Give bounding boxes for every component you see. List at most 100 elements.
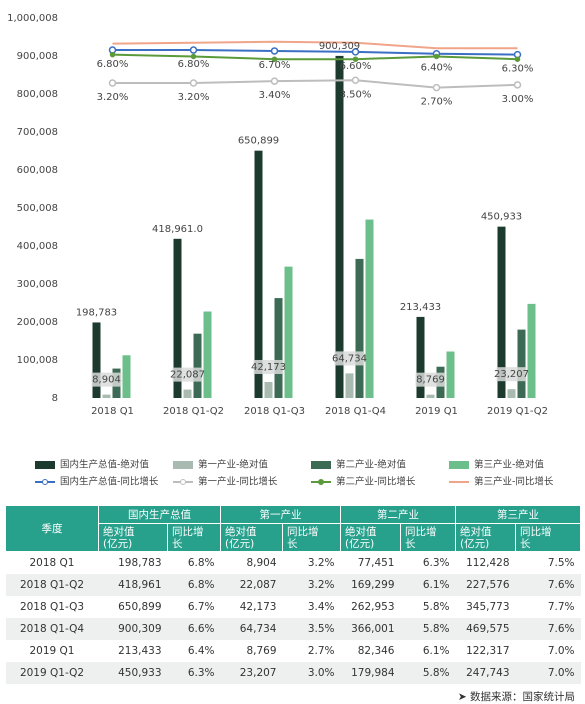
bar — [193, 333, 202, 398]
header-cell: 国内生产总值 — [98, 505, 221, 524]
table-cell: 82,346 — [357, 645, 395, 657]
y-tick-label: 900,008 — [17, 51, 58, 62]
bar — [102, 394, 111, 398]
value-label: 42,173 — [251, 362, 286, 373]
subheader-text: 绝对值(亿元) — [345, 525, 377, 550]
bar — [426, 394, 435, 398]
table-cell: 6.1% — [400, 574, 456, 596]
table-row: 2018 Q1 198,783 6.8% 8,904 3.2% 77,451 6.3% 112… — [6, 552, 581, 575]
subheader-text: 同比增长 — [287, 525, 319, 550]
bar — [254, 150, 263, 398]
table-cell: 6.4% — [187, 645, 215, 657]
header-cell: 第三产业 — [455, 505, 581, 524]
marker — [351, 48, 360, 56]
bar — [203, 311, 212, 398]
table-cell: 5.8% — [400, 662, 456, 684]
subheader-cell: 绝对值(亿元) — [340, 523, 401, 552]
legend-swatch — [449, 461, 469, 469]
table-cell: 5.8% — [422, 601, 450, 613]
table-cell: 7.0% — [515, 662, 581, 684]
marker — [109, 51, 116, 58]
bar — [507, 389, 516, 398]
table-cell: 6.8% — [187, 557, 215, 569]
value-label: 3.20% — [97, 92, 129, 103]
legend-swatch — [35, 461, 55, 469]
y-tick-label: 100,008 — [17, 355, 58, 366]
subheader-cell: 同比增长 — [167, 523, 221, 552]
header-cell: 季度 — [5, 505, 99, 552]
value-label: 650,899 — [238, 136, 279, 147]
table-cell: 900,309 — [98, 618, 168, 640]
x-tick-label: 2018 Q1-Q3 — [244, 406, 305, 417]
table-cell: 6.6% — [167, 618, 221, 640]
table-cell: 450,933 — [98, 662, 168, 684]
arrow-icon: ➤ — [457, 691, 470, 703]
legend-marker — [180, 479, 186, 485]
y-tick-label: 800,008 — [17, 89, 58, 100]
bar — [92, 322, 101, 398]
table-cell: 23,207 — [220, 662, 283, 684]
value-label: 3.50% — [340, 89, 372, 100]
legend-swatch — [173, 461, 193, 469]
source: ➤ 数据来源：国家统计局 — [458, 689, 575, 704]
marker — [432, 83, 441, 92]
table-cell: 247,743 — [455, 662, 516, 684]
bar — [365, 219, 374, 398]
subheader-text: 绝对值(亿元) — [460, 525, 492, 550]
table-cell: 227,576 — [455, 574, 516, 596]
chart: 8 100,008 200,008 300,008 400,008 500,008 600,… — [7, 13, 554, 488]
legend-label: 第二产业-同比增长 — [336, 476, 416, 488]
subheader-text: 同比增长 — [405, 525, 437, 550]
legend-label: 第一产业-同比增长 — [198, 476, 278, 488]
label-box — [334, 351, 365, 366]
table-cell: 3.0% — [282, 662, 341, 684]
table-cell: 7.5% — [547, 557, 575, 569]
legend-label: 第三产业-同比增长 — [474, 476, 554, 488]
bar — [183, 389, 192, 398]
marker — [108, 79, 117, 87]
value-label: 900,309 — [319, 41, 360, 52]
table-cell: 8,769 — [246, 645, 277, 657]
table-cell: 2019 Q1-Q2 — [5, 662, 99, 684]
legend-label: 第一产业-绝对值 — [198, 459, 268, 471]
value-label: 6.60% — [340, 61, 372, 72]
bar — [446, 351, 455, 398]
y-tick-label: 1,000,008 — [7, 13, 58, 24]
table-cell: 7.6% — [515, 574, 581, 596]
line — [112, 40, 518, 50]
value-label: 6.30% — [502, 64, 534, 75]
value-label: 213,433 — [400, 302, 441, 313]
marker — [433, 53, 440, 60]
table-cell: 22,087 — [220, 574, 283, 596]
label-box — [253, 359, 284, 374]
table-cell: 6.3% — [167, 662, 221, 684]
table-cell: 2019 Q1 — [29, 645, 75, 657]
marker — [270, 47, 279, 55]
table-cell: 7.0% — [547, 645, 575, 657]
bar — [497, 226, 506, 398]
y-tick-label: 200,008 — [17, 317, 58, 328]
value-label: 3.00% — [502, 94, 534, 105]
table-row: 2019 Q1-Q2 450,933 6.3% 23,207 3.0% 179,984 5.… — [5, 662, 581, 684]
bar — [355, 258, 364, 398]
x-tick-label: 2018 Q1-Q4 — [325, 406, 386, 417]
table-cell: 122,317 — [466, 645, 510, 657]
value-label: 8,904 — [92, 375, 121, 386]
value-label: 23,207 — [494, 369, 529, 380]
table-row: 2018 Q1-Q2 418,961 6.8% 22,087 3.2% 169,299 6.… — [5, 574, 581, 596]
bar — [345, 373, 354, 398]
y-tick-label: 500,008 — [17, 203, 58, 214]
line — [112, 53, 518, 61]
table-cell: 345,773 — [466, 601, 510, 613]
x-tick-label: 2019 Q1-Q2 — [487, 406, 548, 417]
bar — [335, 55, 344, 398]
table-cell: 7.6% — [515, 618, 581, 640]
subheader-cell: 同比增长 — [282, 523, 341, 552]
label-box — [172, 367, 203, 382]
table-cell: 198,783 — [118, 557, 162, 569]
y-tick-label: 600,008 — [17, 165, 58, 176]
value-label: 8,769 — [416, 375, 445, 386]
subheader-cell: 同比增长 — [515, 523, 581, 552]
table-cell: 6.8% — [167, 574, 221, 596]
